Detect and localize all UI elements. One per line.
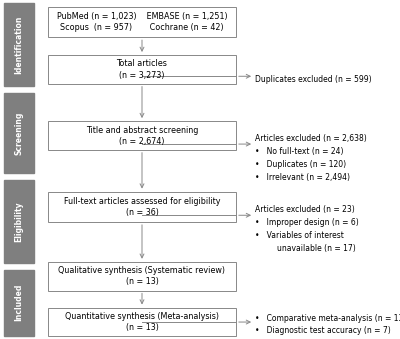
Text: Full-text articles assessed for eligibility
(n = 36): Full-text articles assessed for eligibil… xyxy=(64,197,220,217)
Bar xyxy=(48,262,236,291)
Bar xyxy=(4,270,34,336)
Bar xyxy=(4,93,34,173)
Bar xyxy=(4,180,34,263)
Text: Total articles
(n = 3,273): Total articles (n = 3,273) xyxy=(116,59,168,80)
Text: •   Duplicates (n = 120): • Duplicates (n = 120) xyxy=(255,160,346,169)
Text: unavailable (n = 17): unavailable (n = 17) xyxy=(277,244,356,253)
Text: Eligibility: Eligibility xyxy=(14,201,24,241)
Bar xyxy=(48,121,236,150)
Bar xyxy=(4,3,34,86)
Bar xyxy=(48,192,236,222)
Text: •   Improper design (n = 6): • Improper design (n = 6) xyxy=(255,218,359,227)
Text: PubMed (n = 1,023)    EMBASE (n = 1,251)
Scopus  (n = 957)       Cochrane (n = 4: PubMed (n = 1,023) EMBASE (n = 1,251) Sc… xyxy=(57,12,227,32)
Text: •   Comparative meta-analysis (n = 13): • Comparative meta-analysis (n = 13) xyxy=(255,314,400,323)
Text: •   Diagnostic test accuracy (n = 7): • Diagnostic test accuracy (n = 7) xyxy=(255,326,391,336)
Bar xyxy=(48,55,236,84)
Text: Identification: Identification xyxy=(14,16,24,74)
Text: •   No full-text (n = 24): • No full-text (n = 24) xyxy=(255,147,344,156)
Text: Qualitative synthesis (Systematic review)
(n = 13): Qualitative synthesis (Systematic review… xyxy=(58,266,226,286)
Text: Quantitative synthesis (Meta-analysis)
(n = 13): Quantitative synthesis (Meta-analysis) (… xyxy=(65,312,219,332)
Text: Articles excluded (n = 23): Articles excluded (n = 23) xyxy=(255,205,355,214)
Bar xyxy=(48,308,236,336)
Text: •   Variables of interest: • Variables of interest xyxy=(255,231,344,240)
Text: Articles excluded (n = 2,638): Articles excluded (n = 2,638) xyxy=(255,134,367,143)
Text: Screening: Screening xyxy=(14,112,24,155)
Bar xyxy=(48,7,236,37)
Text: •   Irrelevant (n = 2,494): • Irrelevant (n = 2,494) xyxy=(255,173,350,182)
Text: Title and abstract screening
(n = 2,674): Title and abstract screening (n = 2,674) xyxy=(86,125,198,146)
Text: Duplicates excluded (n = 599): Duplicates excluded (n = 599) xyxy=(255,75,372,84)
Text: Included: Included xyxy=(14,284,24,321)
